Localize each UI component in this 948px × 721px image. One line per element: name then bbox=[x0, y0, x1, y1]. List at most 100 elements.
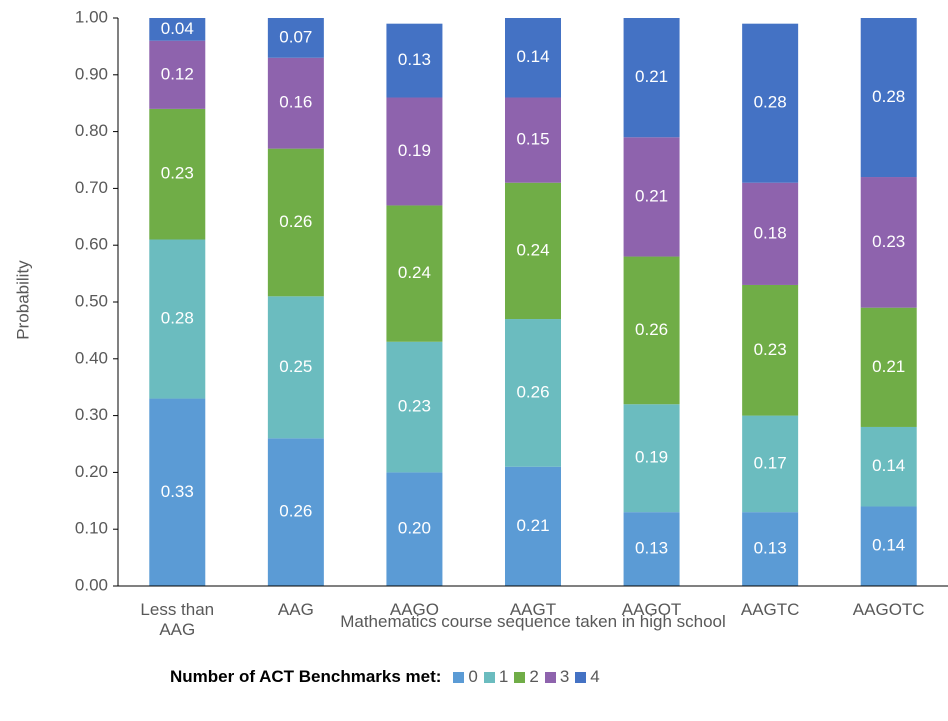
legend-label: 1 bbox=[498, 667, 509, 686]
data-label: 0.26 bbox=[516, 382, 549, 401]
data-label: 0.26 bbox=[279, 502, 312, 521]
data-label: 0.14 bbox=[872, 456, 905, 475]
x-tick-label: Less than AAG bbox=[140, 600, 215, 639]
legend-item: 3 bbox=[544, 667, 570, 687]
bar-segment bbox=[505, 319, 561, 467]
x-tick-label: AAGTC bbox=[740, 600, 800, 619]
data-label: 0.14 bbox=[516, 47, 549, 66]
data-label: 0.28 bbox=[872, 87, 905, 106]
legend: Number of ACT Benchmarks met: 0 1 2 3 4 bbox=[170, 667, 606, 687]
plot: Probability 0.00 0.10 0.20 0.30 0.40 0.50 0.60… bbox=[13, 7, 948, 594]
legend-item: 2 bbox=[514, 667, 539, 687]
y-tick-label: 0.70 bbox=[75, 178, 108, 197]
data-label: 0.23 bbox=[398, 397, 431, 416]
bar-segment bbox=[386, 472, 443, 586]
bar-segment bbox=[742, 23, 799, 183]
bar-segment bbox=[860, 177, 917, 308]
legend-swatch bbox=[483, 671, 495, 683]
data-label: 0.25 bbox=[279, 357, 312, 376]
data-label: 0.07 bbox=[279, 27, 312, 46]
data-label: 0.16 bbox=[279, 93, 312, 112]
bar-segment bbox=[267, 57, 324, 149]
bar-segment bbox=[742, 512, 799, 586]
bar-segment bbox=[505, 97, 561, 183]
data-label: 0.21 bbox=[516, 516, 549, 535]
data-label: 0.19 bbox=[398, 141, 431, 160]
bar-segment bbox=[623, 137, 680, 257]
data-label: 0.18 bbox=[754, 223, 787, 242]
bar-segment bbox=[386, 341, 443, 473]
data-label: 0.13 bbox=[635, 539, 668, 558]
data-label: 0.12 bbox=[161, 64, 194, 83]
bar-segment bbox=[267, 148, 324, 297]
bar-segment bbox=[623, 18, 680, 138]
bar-segment bbox=[505, 182, 561, 320]
y-tick-label: 0.40 bbox=[75, 348, 108, 367]
bar-segment bbox=[623, 256, 680, 405]
data-label: 0.14 bbox=[872, 536, 905, 555]
data-label: 0.04 bbox=[161, 19, 194, 38]
bar-segment bbox=[742, 182, 799, 285]
bar-segment bbox=[267, 296, 324, 439]
data-label: 0.24 bbox=[398, 263, 431, 282]
data-label: 0.21 bbox=[872, 357, 905, 376]
data-label: 0.13 bbox=[754, 539, 787, 558]
bar-segment bbox=[860, 307, 917, 427]
bar-segment bbox=[149, 18, 206, 41]
bar-segment bbox=[623, 512, 680, 586]
bar-segment bbox=[149, 398, 206, 586]
x-tick-label: AAG bbox=[277, 600, 314, 619]
data-label: 0.13 bbox=[398, 50, 431, 69]
y-tick-label: 0.30 bbox=[75, 405, 108, 424]
bar-segment bbox=[149, 108, 206, 240]
x-axis-title: Mathematics course sequence taken in hig… bbox=[340, 612, 726, 631]
data-label: 0.23 bbox=[754, 340, 787, 359]
data-label: 0.26 bbox=[279, 212, 312, 231]
data-label: 0.19 bbox=[635, 448, 668, 467]
bar-segment bbox=[267, 18, 324, 58]
data-label: 0.23 bbox=[872, 232, 905, 251]
bar-segment bbox=[860, 426, 917, 507]
y-axis-title: Probability bbox=[13, 260, 32, 340]
data-label: 0.33 bbox=[161, 482, 194, 501]
data-label: 0.17 bbox=[754, 453, 787, 472]
bar-segment bbox=[742, 415, 799, 513]
data-label: 0.26 bbox=[635, 320, 668, 339]
legend-label: 2 bbox=[529, 667, 539, 686]
x-tick-label: AAGOTC bbox=[852, 600, 925, 619]
bar-segment bbox=[149, 239, 206, 399]
y-tick-label: 0.90 bbox=[75, 64, 108, 83]
bar-segment bbox=[505, 466, 561, 586]
y-tick-label: 0.00 bbox=[75, 575, 108, 594]
x-tick-label: AAGT bbox=[509, 600, 557, 619]
data-label: 0.20 bbox=[398, 519, 431, 538]
bar-segment bbox=[386, 97, 443, 206]
data-label: 0.21 bbox=[635, 67, 668, 86]
bar-segment bbox=[742, 284, 799, 416]
legend-swatch bbox=[544, 671, 556, 683]
legend-swatch bbox=[575, 671, 587, 683]
bar-segment bbox=[860, 506, 917, 586]
data-label: 0.21 bbox=[635, 186, 668, 205]
legend-item: 1 bbox=[483, 667, 509, 687]
bar-segment bbox=[386, 23, 443, 98]
bar-segment bbox=[623, 404, 680, 513]
legend-label: 4 bbox=[590, 667, 600, 686]
y-tick-label: 0.60 bbox=[75, 235, 108, 254]
legend-title: Number of ACT Benchmarks met: bbox=[170, 667, 442, 686]
data-label: 0.28 bbox=[161, 309, 194, 328]
legend-swatch bbox=[514, 671, 526, 683]
y-tick-label: 0.80 bbox=[75, 121, 108, 140]
y-tick-label: 1.00 bbox=[75, 7, 108, 26]
legend-label: 3 bbox=[559, 667, 570, 686]
y-tick-label: 0.10 bbox=[75, 519, 108, 538]
data-label: 0.15 bbox=[516, 130, 549, 149]
legend-item: 4 bbox=[575, 667, 600, 687]
bar-segment bbox=[149, 40, 206, 109]
y-tick-label: 0.20 bbox=[75, 462, 108, 481]
legend-item: 0 bbox=[453, 667, 478, 687]
x-tick-label: AAGO bbox=[389, 600, 439, 619]
data-label: 0.24 bbox=[516, 240, 549, 259]
bar-segment bbox=[267, 438, 324, 586]
